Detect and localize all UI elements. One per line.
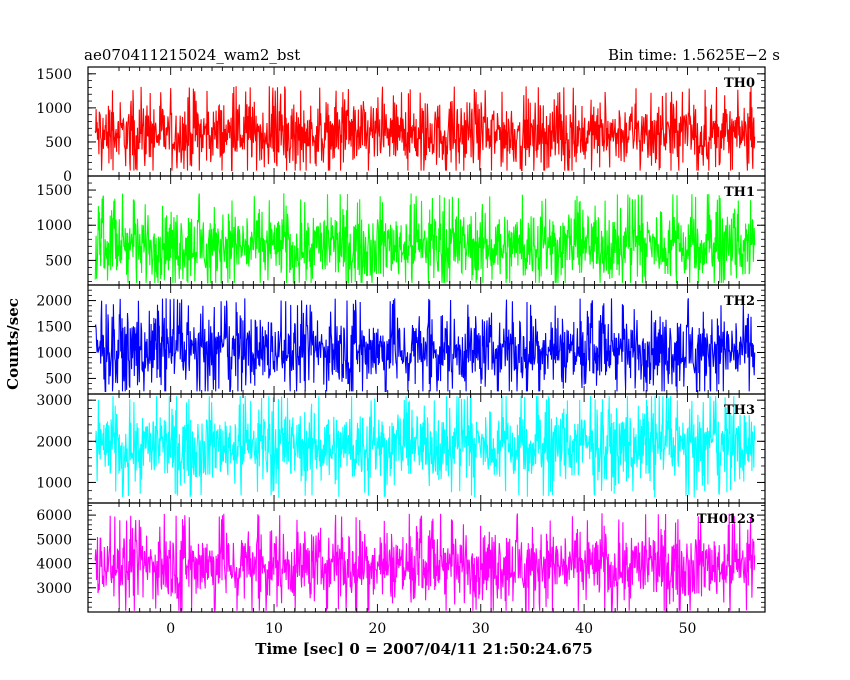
y-tick-label: 500 bbox=[45, 371, 72, 387]
y-tick-label: 6000 bbox=[36, 508, 72, 524]
panel-th1: 500 1000 1500 TH1 bbox=[36, 175, 766, 286]
series-line-th2 bbox=[94, 298, 756, 392]
panel-label-th0: TH0 bbox=[724, 76, 755, 91]
y-axis-label: Counts/sec bbox=[4, 298, 22, 390]
y-tick-label: 1000 bbox=[36, 475, 72, 491]
panel-label-th1: TH1 bbox=[724, 185, 755, 200]
y-tick-label: 1500 bbox=[36, 320, 72, 336]
panel-label-th0123: TH0123 bbox=[697, 512, 755, 527]
series-line-th1 bbox=[94, 193, 756, 284]
panel-label-th3: TH3 bbox=[724, 403, 755, 418]
y-tick-label: 5000 bbox=[36, 532, 72, 548]
x-tick-label: 20 bbox=[368, 621, 386, 637]
panel-th0123: 3000 4000 5000 6000 TH0123 bbox=[36, 502, 766, 613]
y-tick-label: 2000 bbox=[36, 294, 72, 310]
y-tick-label: 500 bbox=[45, 253, 72, 269]
panel-label-th2: TH2 bbox=[724, 294, 755, 309]
x-axis-label: Time [sec] 0 = 2007/04/11 21:50:24.675 bbox=[255, 640, 592, 658]
panel-frame bbox=[87, 502, 766, 613]
series-line-th0123 bbox=[94, 513, 756, 613]
panel-th0: 0 500 1000 1500 TH0 bbox=[36, 66, 766, 185]
chart-title: ae070411215024_wam2_bst bbox=[84, 46, 300, 64]
x-tick-label: 50 bbox=[679, 621, 697, 637]
panel-th3: 1000 2000 3000 TH3 bbox=[36, 393, 766, 504]
x-tick-label: 30 bbox=[472, 621, 490, 637]
y-tick-label: 500 bbox=[45, 135, 72, 151]
panel-th2: 500 1000 1500 2000 TH2 bbox=[36, 284, 766, 395]
y-tick-label: 1000 bbox=[36, 345, 72, 361]
x-tick-label: 0 bbox=[166, 621, 175, 637]
y-tick-label: 1000 bbox=[36, 218, 72, 234]
series-line-th3 bbox=[94, 393, 756, 498]
y-tick-label: 3000 bbox=[36, 581, 72, 597]
x-tick-label: 40 bbox=[575, 621, 593, 637]
y-tick-label: 0 bbox=[63, 169, 72, 185]
y-tick-label: 2000 bbox=[36, 434, 72, 450]
y-tick-label: 3000 bbox=[36, 393, 72, 409]
x-tick-label: 10 bbox=[265, 621, 283, 637]
y-tick-label: 1500 bbox=[36, 183, 72, 199]
bin-time-label: Bin time: 1.5625E−2 s bbox=[608, 46, 780, 64]
y-tick-label: 1500 bbox=[36, 67, 72, 83]
y-tick-label: 1000 bbox=[36, 101, 72, 117]
y-tick-label: 4000 bbox=[36, 557, 72, 573]
series-line-th0 bbox=[94, 86, 756, 172]
